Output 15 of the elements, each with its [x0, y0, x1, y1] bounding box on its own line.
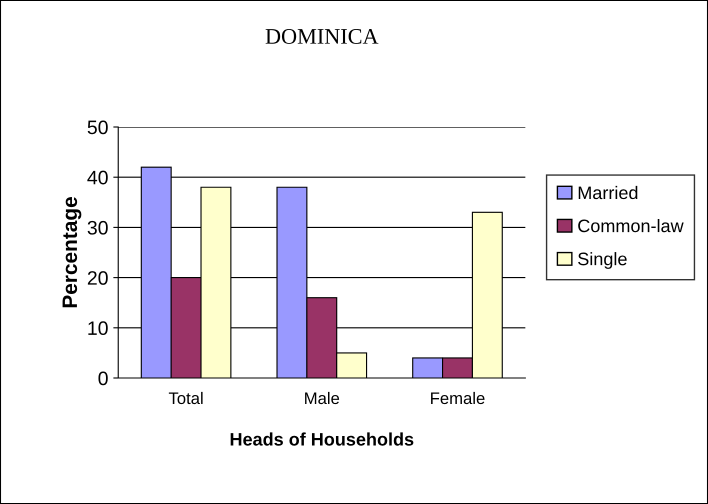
legend-label: Common-law	[578, 218, 684, 232]
x-tick-label: Female	[431, 392, 485, 404]
x-tick-label: Male	[305, 392, 340, 404]
x-axis-title: Heads of Households	[230, 432, 414, 446]
y-axis-title: Percentage	[62, 197, 82, 308]
y-tick-label: 20	[88, 271, 108, 285]
legend-label: Single	[578, 252, 627, 269]
y-tick-label: 10	[88, 321, 108, 336]
chart-title: DOMINICA	[266, 28, 378, 44]
y-tick-label: 30	[88, 220, 108, 235]
x-tick-label: Total	[168, 392, 203, 404]
y-tick-label: 40	[87, 170, 108, 184]
y-tick-label: 0	[98, 371, 108, 386]
y-tick-label: 50	[88, 120, 108, 134]
legend-label: Married	[578, 186, 638, 200]
